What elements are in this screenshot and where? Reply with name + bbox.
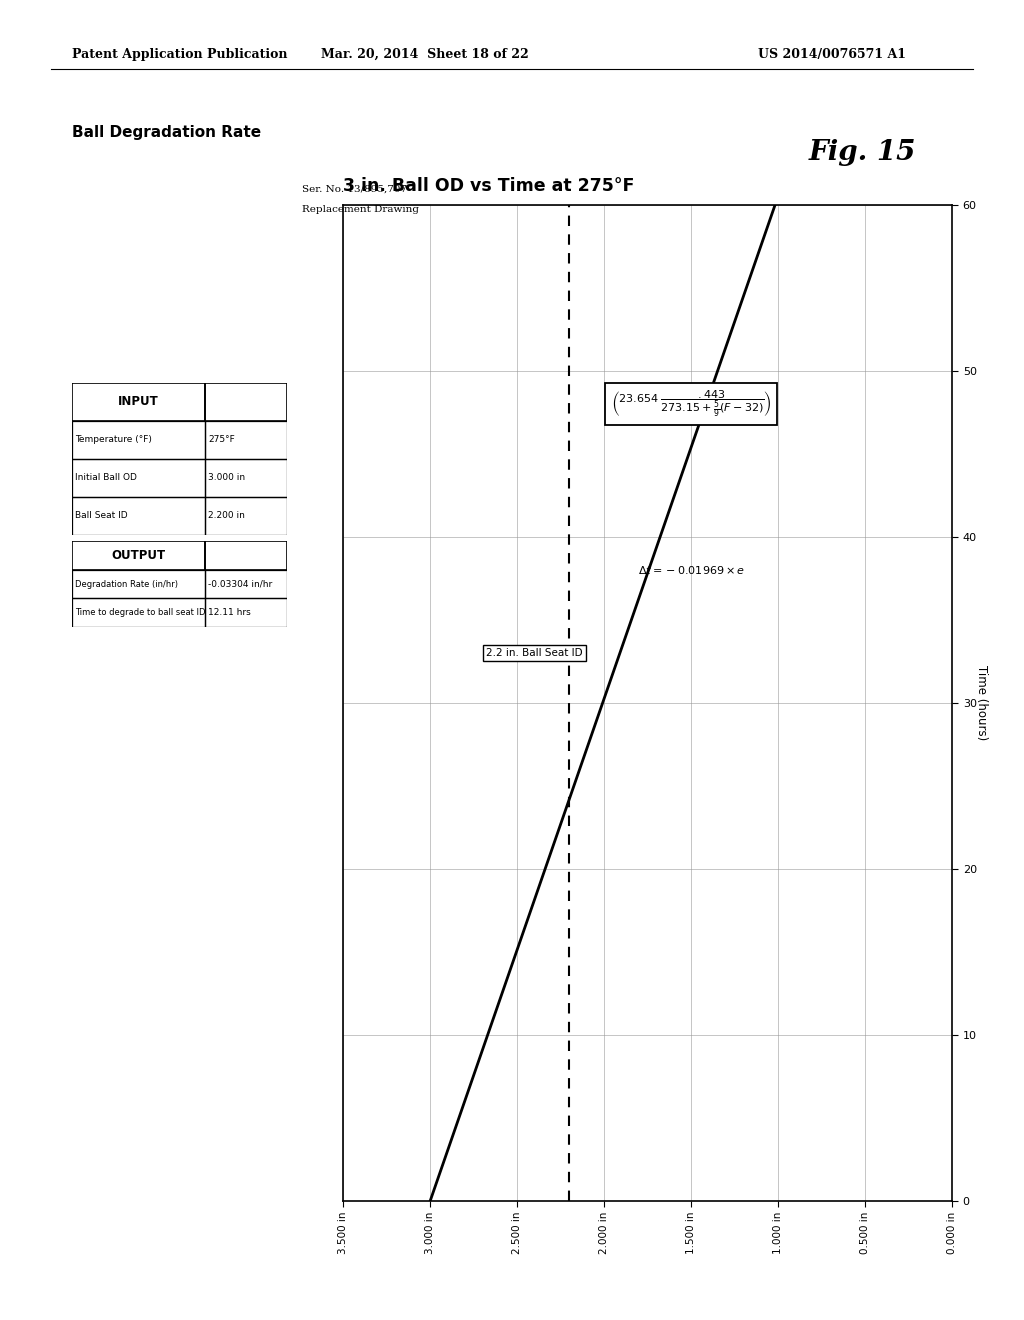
Bar (72, 570, 205, 598)
Bar (72, 541, 205, 570)
Y-axis label: Time (hours): Time (hours) (975, 665, 988, 741)
Bar (72, 496, 205, 535)
Text: Degradation Rate (in/hr): Degradation Rate (in/hr) (75, 579, 178, 589)
Text: -0.03304 in/hr: -0.03304 in/hr (208, 579, 272, 589)
Text: 2.200 in: 2.200 in (208, 511, 245, 520)
Text: Time to degrade to ball seat ID: Time to degrade to ball seat ID (75, 609, 206, 618)
Text: Ball Seat ID: Ball Seat ID (75, 511, 128, 520)
Text: Initial Ball OD: Initial Ball OD (75, 473, 137, 482)
Text: 2.2 in. Ball Seat ID: 2.2 in. Ball Seat ID (486, 648, 583, 659)
Text: Fig. 15: Fig. 15 (809, 139, 916, 165)
Bar (205, 496, 287, 535)
Bar (205, 421, 287, 459)
Text: 12.11 hrs: 12.11 hrs (208, 609, 251, 618)
Text: Replacement Drawing: Replacement Drawing (302, 205, 419, 214)
Text: 275°F: 275°F (208, 436, 234, 445)
Text: INPUT: INPUT (118, 395, 159, 408)
Bar (205, 541, 287, 570)
Bar (205, 598, 287, 627)
Bar (205, 383, 287, 421)
Bar (205, 570, 287, 598)
Bar (205, 459, 287, 496)
Bar (72, 421, 205, 459)
Text: US 2014/0076571 A1: US 2014/0076571 A1 (758, 48, 906, 61)
Text: Ser. No. 13/895,707: Ser. No. 13/895,707 (302, 185, 408, 194)
Text: 3.000 in: 3.000 in (208, 473, 246, 482)
Text: Patent Application Publication: Patent Application Publication (72, 48, 287, 61)
Bar (72, 598, 205, 627)
Bar (72, 383, 205, 421)
Text: Ball Degradation Rate: Ball Degradation Rate (72, 125, 261, 140)
Text: $\left(23.654\;\dfrac{.443}{273.15+\frac{5}{9}(F-32)}\right)$: $\left(23.654\;\dfrac{.443}{273.15+\frac… (610, 389, 772, 418)
Text: OUTPUT: OUTPUT (112, 549, 166, 562)
Text: Mar. 20, 2014  Sheet 18 of 22: Mar. 20, 2014 Sheet 18 of 22 (322, 48, 528, 61)
Bar (72, 459, 205, 496)
Text: Temperature (°F): Temperature (°F) (75, 436, 152, 445)
Text: 3 in. Ball OD vs Time at 275°F: 3 in. Ball OD vs Time at 275°F (343, 177, 635, 195)
Text: $\Delta t = -0.01969 \times e$: $\Delta t = -0.01969 \times e$ (638, 564, 744, 576)
